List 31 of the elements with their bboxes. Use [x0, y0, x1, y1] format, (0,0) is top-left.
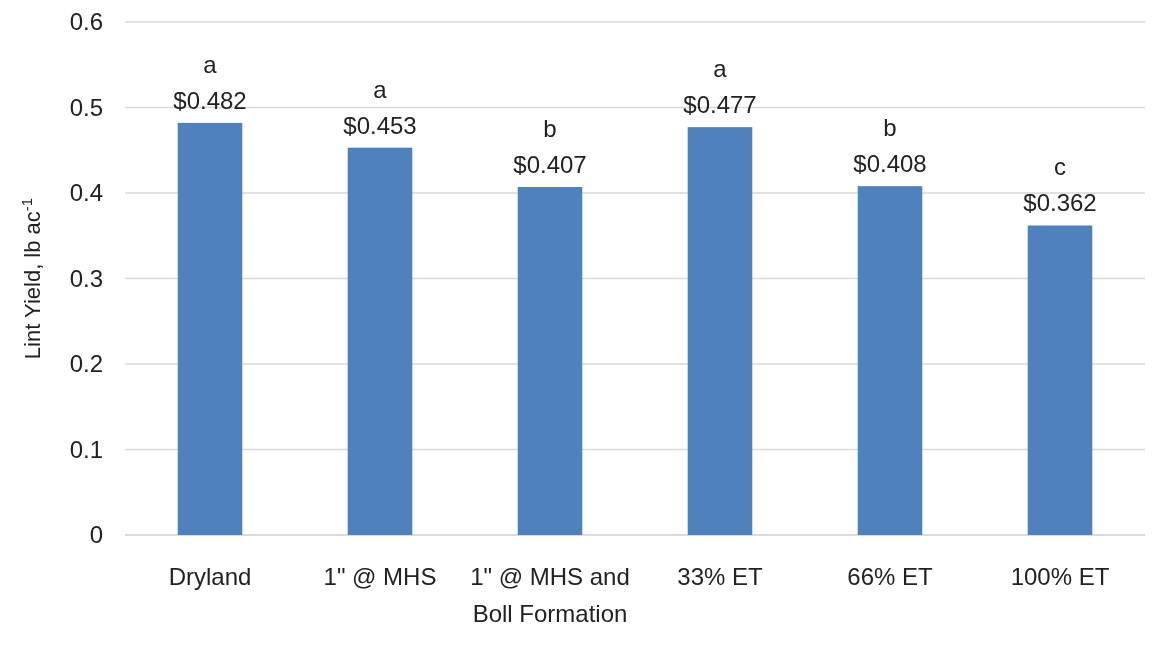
y-tick-label: 0 — [89, 521, 103, 549]
annotation: a — [373, 75, 388, 103]
annotation: b — [543, 115, 557, 143]
x-tick-label: 1" @ MHS and Boll Formation — [470, 563, 630, 627]
x-tick-label: 33% ET — [677, 563, 764, 590]
x-tick-label: Dryland — [168, 563, 252, 590]
data-label: $0.482 — [173, 86, 247, 114]
data-label: $0.477 — [683, 91, 757, 119]
y-tick-label: 0.5 — [69, 93, 103, 121]
bar — [517, 187, 583, 535]
x-tick-label: 100% ET — [1010, 563, 1110, 590]
y-tick-label: 0.6 — [69, 8, 103, 36]
x-tick-label: 1" @ MHS — [323, 563, 437, 590]
bar — [857, 186, 923, 535]
bar — [1027, 225, 1093, 535]
y-tick-label: 0.2 — [69, 350, 103, 378]
data-label: $0.362 — [1023, 189, 1097, 217]
data-label: $0.408 — [853, 150, 927, 178]
x-tick-label: 66% ET — [847, 563, 934, 590]
bar — [687, 127, 753, 535]
bar — [177, 122, 243, 535]
y-tick-label: 0.4 — [69, 179, 103, 207]
annotation: a — [713, 55, 728, 83]
data-label: $0.407 — [513, 151, 587, 179]
data-label: $0.453 — [343, 111, 417, 139]
annotation: b — [883, 114, 897, 142]
y-tick-label: 0.1 — [69, 435, 103, 463]
annotation: a — [203, 50, 218, 78]
y-tick-label: 0.3 — [69, 264, 103, 292]
bar — [347, 147, 413, 535]
annotation: c — [1054, 153, 1066, 181]
